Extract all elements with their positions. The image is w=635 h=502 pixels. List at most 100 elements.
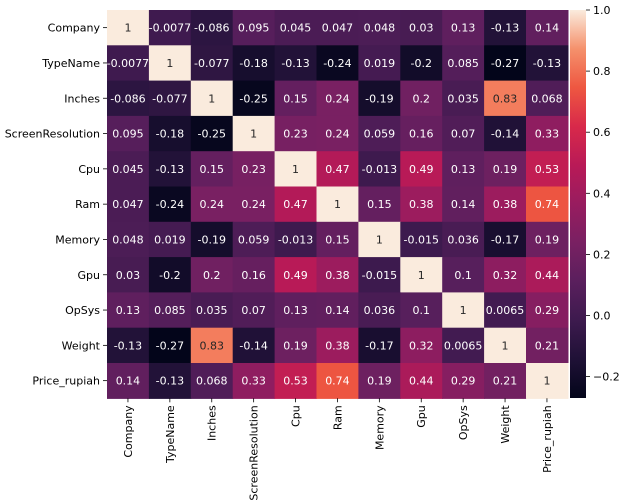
heatmap-cell <box>526 221 569 258</box>
heatmap-cell <box>358 10 401 46</box>
cell-annotation: 0.059 <box>238 233 270 246</box>
cell-annotation: 1 <box>376 233 383 246</box>
cell-annotation: -0.13 <box>114 339 142 352</box>
cell-annotation: 0.38 <box>325 339 350 352</box>
cell-annotation: 0.23 <box>283 128 308 141</box>
cell-annotation: 0.059 <box>364 128 396 141</box>
heatmap-cell <box>484 186 527 223</box>
heatmap-cell <box>190 221 234 258</box>
heatmap-cell <box>274 257 318 293</box>
heatmap-cell <box>484 45 527 82</box>
cell-annotation: 0.53 <box>283 375 308 388</box>
heatmap-cell <box>442 80 485 117</box>
cell-annotation: 0.19 <box>493 163 518 176</box>
x-tick-label: Price_rupiah <box>541 405 554 473</box>
cell-annotation: -0.19 <box>198 233 226 246</box>
colorbar: −0.2 0.0 0.2 0.4 0.6 0.8 1.0 <box>570 4 620 398</box>
heatmap-cell <box>148 186 192 223</box>
heatmap-cell <box>107 327 150 364</box>
cell-annotation: 0.47 <box>325 163 350 176</box>
heatmap-cell <box>274 115 318 152</box>
cell-annotation: 0.068 <box>196 375 228 388</box>
heatmap-cell <box>316 221 359 258</box>
cell-annotation: 0.019 <box>364 57 396 70</box>
cell-annotation: 0.0065 <box>486 304 525 317</box>
heatmap-cell <box>358 363 401 399</box>
cell-annotation: -0.14 <box>239 339 267 352</box>
heatmap-cell <box>526 80 569 117</box>
cell-annotation: 0.74 <box>535 198 560 211</box>
heatmap-cell <box>316 292 359 329</box>
cell-annotation: 0.16 <box>241 269 266 282</box>
heatmap-cell <box>274 186 318 223</box>
cell-annotation: 0.07 <box>241 304 266 317</box>
cell-annotation: 0.13 <box>451 22 476 35</box>
cell-annotation: 1 <box>460 304 467 317</box>
cell-annotation: 0.38 <box>493 198 518 211</box>
cell-annotation: -0.13 <box>491 22 519 35</box>
heatmap-cell <box>484 80 527 117</box>
heatmap-cell <box>358 257 401 293</box>
x-tick-label: Ram <box>331 405 344 430</box>
heatmap-cell <box>274 10 318 46</box>
cell-annotation: 0.085 <box>154 304 186 317</box>
cell-annotation: 1 <box>250 128 257 141</box>
heatmap-cell <box>442 257 485 293</box>
heatmap-cell <box>526 292 569 329</box>
cell-annotation: -0.077 <box>194 57 229 70</box>
heatmap-cell <box>400 327 443 364</box>
heatmap-cell <box>400 257 443 293</box>
heatmap-cell <box>107 363 150 399</box>
heatmap-cell <box>526 151 569 188</box>
cell-annotation: -0.013 <box>362 163 397 176</box>
cell-annotation: -0.19 <box>365 92 393 105</box>
cell-annotation: -0.24 <box>156 198 184 211</box>
heatmap-cell <box>148 151 192 188</box>
cell-annotation: 0.2 <box>413 92 431 105</box>
cell-annotation: -0.17 <box>491 233 519 246</box>
cell-annotation: 0.32 <box>409 339 434 352</box>
cell-annotation: 0.13 <box>283 304 308 317</box>
heatmap-cell <box>484 363 527 399</box>
cell-annotation: -0.14 <box>491 128 519 141</box>
cell-annotation: 0.83 <box>200 339 225 352</box>
cell-annotation: -0.077 <box>152 92 187 105</box>
cell-annotation: 0.1 <box>413 304 431 317</box>
cell-annotation: 1 <box>418 269 425 282</box>
heatmap-cell <box>148 327 192 364</box>
heatmap-cell <box>484 151 527 188</box>
x-axis-tick-labels: Company TypeName Inches ScreenResolution Cpu… <box>122 398 554 501</box>
heatmap-cell <box>148 45 192 82</box>
cell-annotation: -0.18 <box>239 57 267 70</box>
cell-annotation: 0.15 <box>325 233 350 246</box>
cell-annotation: 0.38 <box>325 269 350 282</box>
heatmap-cell <box>316 45 359 82</box>
cell-annotation: 1 <box>208 92 215 105</box>
heatmap-cell <box>107 45 150 82</box>
cell-annotation: 0.24 <box>325 128 350 141</box>
heatmap-cell <box>316 115 359 152</box>
cell-annotation: -0.27 <box>491 57 519 70</box>
cell-annotation: -0.13 <box>156 375 184 388</box>
heatmap-cell <box>316 80 359 117</box>
cell-annotation: 0.14 <box>116 375 141 388</box>
cell-annotation: 0.14 <box>535 22 560 35</box>
cell-annotation: -0.013 <box>278 233 313 246</box>
heatmap-cell <box>148 221 192 258</box>
heatmap-cell <box>526 257 569 293</box>
heatmap-cell <box>316 257 359 293</box>
cell-annotation: 0.085 <box>447 57 479 70</box>
heatmap-cell <box>190 10 234 46</box>
heatmap-cell <box>400 186 443 223</box>
cell-annotation: 0.047 <box>322 22 354 35</box>
cell-annotation: -0.086 <box>194 22 229 35</box>
heatmap-cell <box>400 10 443 46</box>
cell-annotation: 0.095 <box>112 128 144 141</box>
cell-annotation: 0.048 <box>364 22 396 35</box>
cell-annotation: -0.18 <box>156 128 184 141</box>
heatmap-cell <box>358 221 401 258</box>
heatmap-cell <box>316 363 359 399</box>
heatmap-cells <box>107 10 569 399</box>
x-tick-label: ScreenResolution <box>248 405 261 500</box>
cell-annotation: 0.32 <box>493 269 518 282</box>
